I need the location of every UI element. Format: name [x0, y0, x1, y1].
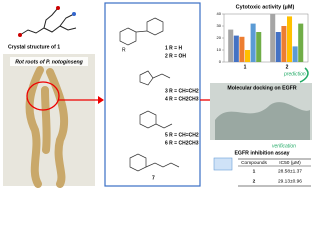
structure-1-2 [119, 17, 164, 46]
compound-label: 6 R = CH2CH3 [165, 140, 199, 146]
table-header: IC50 (μM) [279, 160, 301, 166]
bar [275, 32, 281, 62]
bar [292, 46, 298, 62]
arrow-label: prediction [283, 71, 306, 77]
bar [256, 32, 262, 62]
substituent: R [122, 47, 126, 53]
compound-label: 1 R = H [165, 45, 182, 51]
protein-surface [215, 102, 310, 140]
y-tick-label: 20 [217, 35, 222, 40]
chart: 0 10 20 30 40 1 2 [217, 11, 309, 70]
bar [245, 50, 251, 62]
arrow-head [98, 96, 104, 104]
arrow [299, 67, 309, 83]
crystal-structure [18, 6, 77, 37]
y-tick-label: 0 [219, 59, 222, 64]
compound-label: 7 [152, 175, 155, 181]
table-header: Compounds [241, 160, 267, 166]
bar [233, 35, 239, 62]
crystal-label: Crystal structure of 1 [8, 44, 60, 50]
bar [250, 23, 256, 63]
x-tick-label: 2 [286, 64, 289, 70]
structure-7 [129, 153, 180, 172]
highlight-circle [26, 81, 60, 111]
table-cell: 1 [253, 168, 256, 174]
graphical-abstract: Crystal structure of 1 Rot roots of P. n… [3, 2, 312, 188]
compound-label: 2 R = OH [165, 53, 186, 59]
compound-panel [104, 2, 201, 187]
chart-title: Cytotoxic activity (μM) [236, 4, 295, 10]
bar [228, 29, 234, 63]
bar [298, 23, 304, 63]
table-cell: 29.13±0.96 [278, 178, 302, 184]
arrow-label: verification [272, 143, 296, 149]
plant-label: Rot roots of P. notoginseng [15, 59, 83, 65]
plate-icon [213, 157, 233, 171]
docking-title: Molecular docking on EGFR [227, 85, 296, 91]
compound-label: 5 R = CH=CH2 [165, 132, 199, 138]
table-cell: 2 [253, 178, 256, 184]
bar [287, 16, 293, 62]
label-bg [10, 57, 88, 66]
compound-label: 3 R = CH=CH2 [165, 88, 199, 94]
x-tick-label: 1 [244, 64, 247, 70]
y-tick-label: 10 [217, 47, 222, 52]
table-cell: 28.58±1.37 [278, 168, 302, 174]
bar [270, 14, 276, 62]
y-tick-label: 40 [217, 11, 222, 16]
bar [239, 36, 245, 62]
bar [281, 26, 287, 62]
structure-3-4 [139, 70, 171, 86]
y-tick-label: 30 [217, 23, 222, 28]
compound-label: 4 R = CH2CH3 [165, 96, 199, 102]
assay-title: EGFR inhibition assay [234, 150, 289, 156]
structure-5-6 [139, 110, 173, 129]
